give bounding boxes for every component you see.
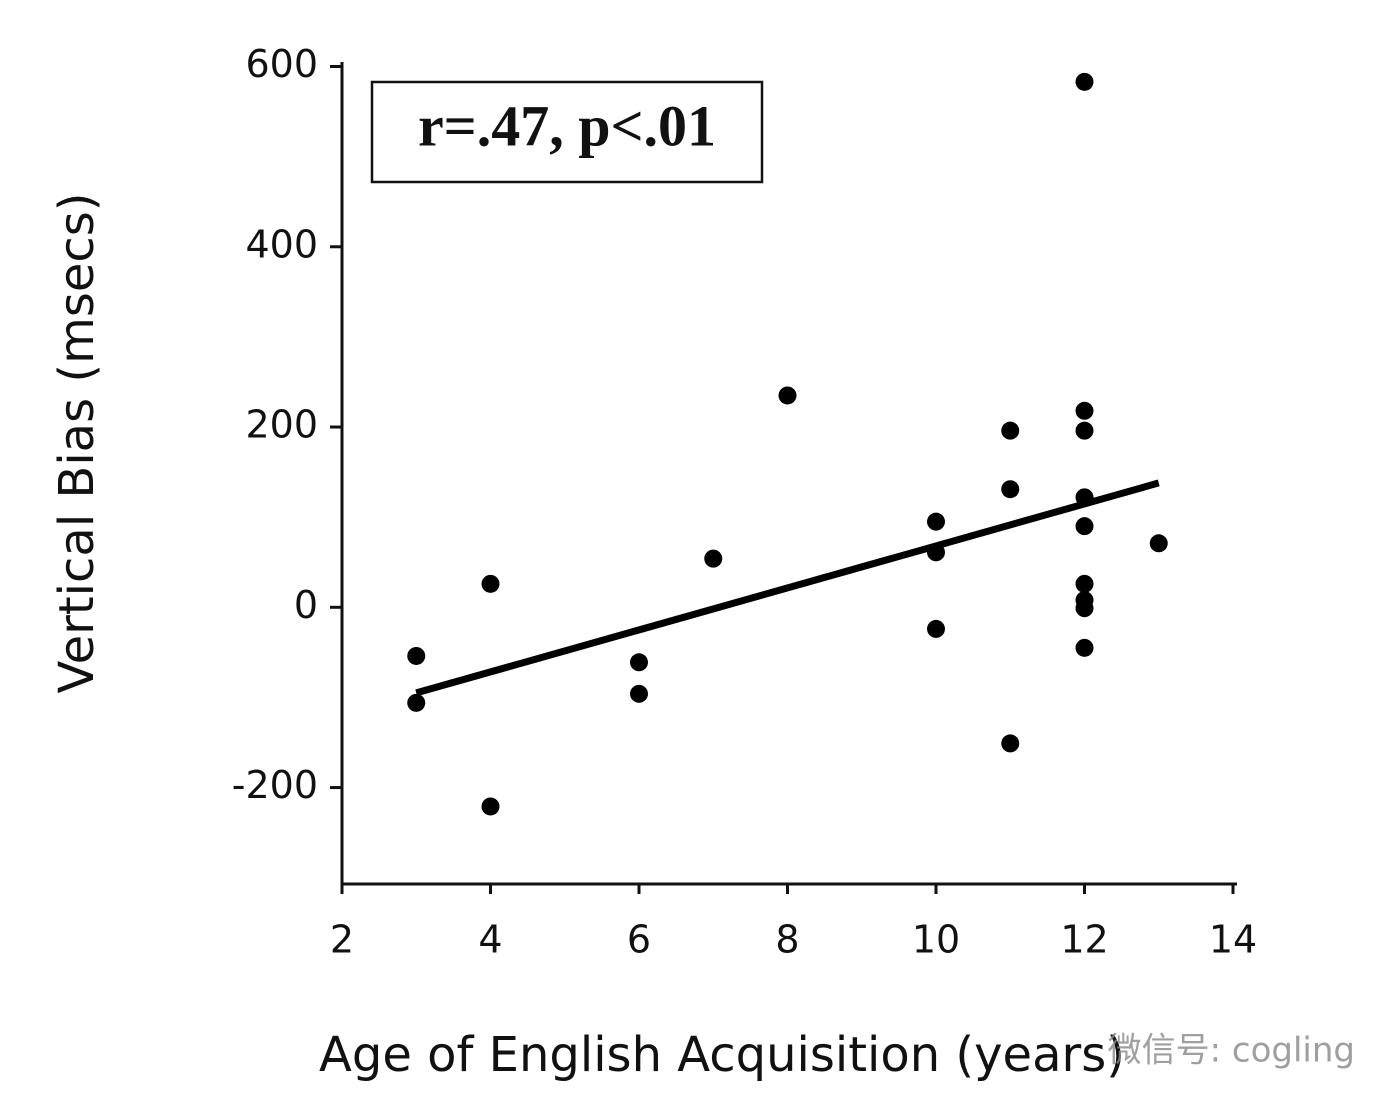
data-point (1075, 401, 1094, 420)
data-point (1075, 72, 1094, 91)
x-tick-label: 2 (330, 918, 354, 962)
data-point (1001, 734, 1020, 753)
data-point (927, 543, 945, 562)
data-point (407, 646, 426, 665)
data-point (630, 684, 648, 703)
data-point (1075, 488, 1094, 507)
data-point (1001, 480, 1020, 499)
x-tick-label: 12 (1060, 918, 1108, 962)
trend-line (415, 479, 1160, 697)
data-point (927, 619, 945, 638)
x-tick-label: 8 (775, 918, 799, 962)
y-tick-label: -200 (232, 763, 318, 807)
x-tick-label: 4 (478, 918, 502, 962)
data-point (704, 549, 723, 568)
data-point (927, 512, 945, 531)
data-point (1075, 574, 1094, 593)
x-tick-label: 6 (627, 918, 651, 962)
data-point (1149, 534, 1168, 553)
data-point (407, 693, 426, 712)
y-tick-label: 600 (245, 42, 318, 86)
y-tick-label: 400 (245, 222, 318, 266)
data-point (1001, 421, 1020, 440)
y-tick-label: 200 (245, 403, 318, 447)
data-point (481, 797, 500, 816)
annotation: r=.47, p<.01 (418, 93, 716, 158)
x-tick-label: 10 (912, 918, 960, 962)
y-axis-title: Vertical Bias (msecs) (49, 192, 105, 693)
data-point (481, 574, 500, 593)
data-point (1075, 599, 1094, 618)
data-point (630, 653, 648, 672)
x-axis-title: Age of English Acquisition (years) (319, 1027, 1125, 1083)
data-point (778, 386, 797, 405)
watermark: 微信号: cogling (1108, 1031, 1355, 1071)
data-point (1075, 421, 1094, 440)
data-point (1075, 638, 1094, 657)
x-tick-label: 14 (1209, 918, 1257, 962)
annotation-box (370, 80, 764, 184)
data-point (1075, 517, 1094, 536)
y-tick-label: 0 (294, 583, 318, 627)
